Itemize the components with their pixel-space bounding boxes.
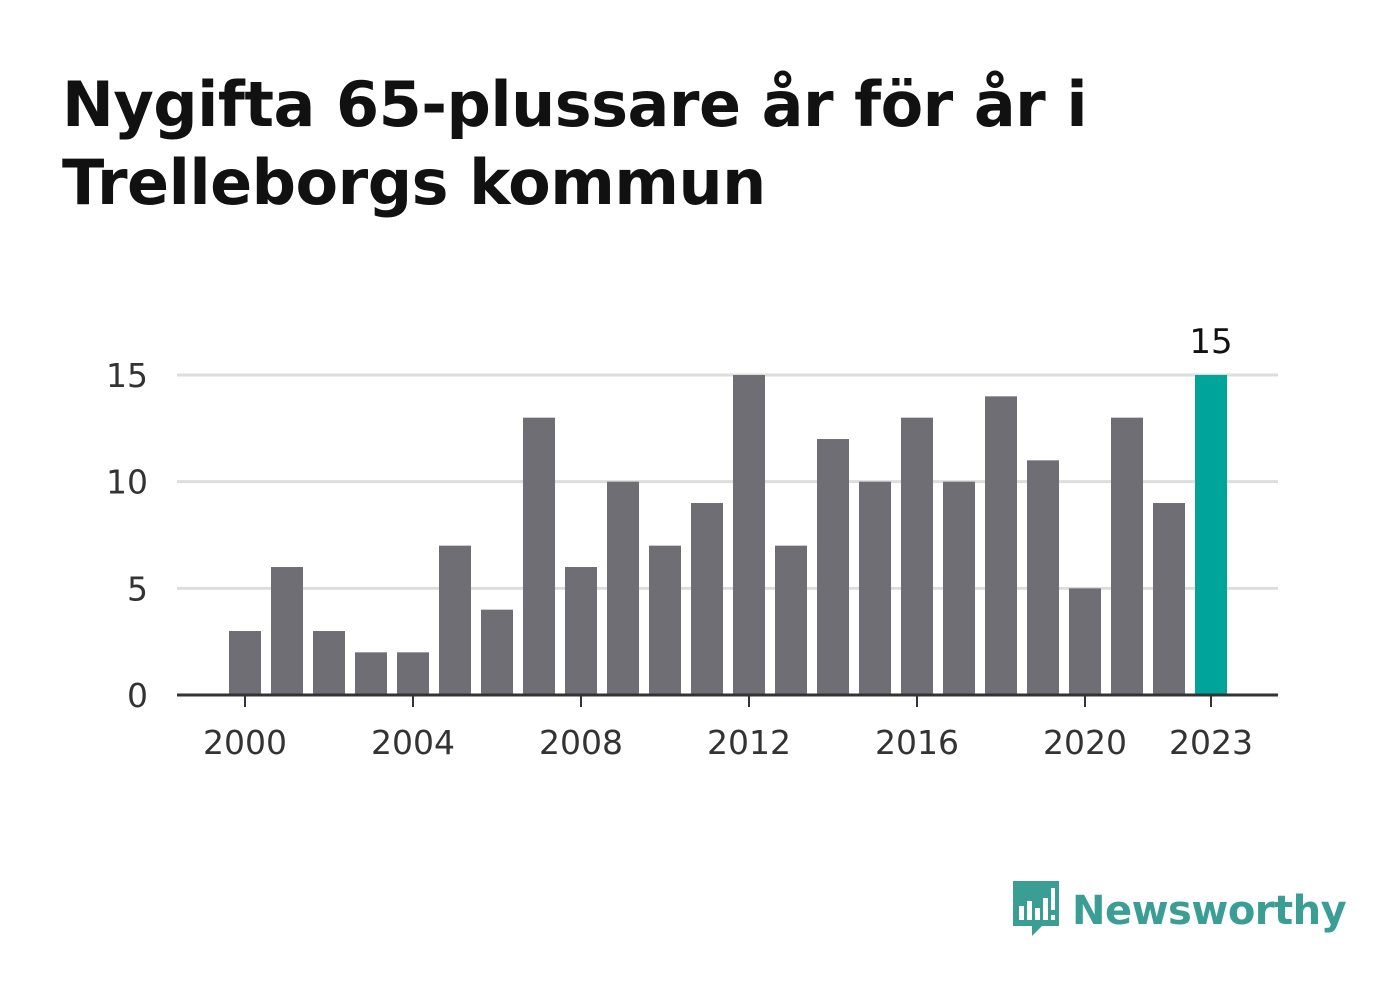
bar-2015 <box>859 481 891 695</box>
bar-2014 <box>817 439 849 695</box>
bar-2001 <box>271 567 303 695</box>
bar-2020 <box>1069 588 1101 695</box>
bar-2023 <box>1195 375 1227 695</box>
x-tick-label-2004: 2004 <box>371 723 455 762</box>
x-tick-label-2012: 2012 <box>707 723 791 762</box>
bars <box>229 375 1227 695</box>
data-label-2023: 15 <box>1189 322 1232 362</box>
x-tick-label-2008: 2008 <box>539 723 623 762</box>
bar-2017 <box>943 481 975 695</box>
y-tick-label-5: 5 <box>127 569 148 608</box>
bar-2010 <box>649 545 681 695</box>
bar-2000 <box>229 631 261 695</box>
bar-2019 <box>1027 460 1059 695</box>
newsworthy-logo-icon <box>1010 878 1062 944</box>
bar-2009 <box>607 481 639 695</box>
bar-2012 <box>733 375 765 695</box>
bar-2018 <box>985 396 1017 695</box>
bar-2006 <box>481 609 513 695</box>
labels: 0 5 10 15 15 2000 2004 2008 2012 2016 2020 2023 <box>106 322 1253 762</box>
bar-2021 <box>1111 417 1143 695</box>
bar-2013 <box>775 545 807 695</box>
chart-title: Nygifta 65-plussare år för år i Trellebo… <box>62 68 1088 219</box>
bar-2022 <box>1153 503 1185 695</box>
bar-2008 <box>565 567 597 695</box>
axes <box>177 693 1278 707</box>
bar-2011 <box>691 503 723 695</box>
x-tick-label-2020: 2020 <box>1043 723 1127 762</box>
newsworthy-logo-text: Newsworthy <box>1072 888 1347 934</box>
x-tick-label-2016: 2016 <box>875 723 959 762</box>
y-tick-label-10: 10 <box>106 463 148 502</box>
y-tick-label-15: 15 <box>106 356 148 395</box>
bar-2003 <box>355 652 387 695</box>
bar-2005 <box>439 545 471 695</box>
x-tick-label-2000: 2000 <box>203 723 287 762</box>
newsworthy-logo: Newsworthy <box>1010 878 1347 944</box>
bar-2004 <box>397 652 429 695</box>
bar-2002 <box>313 631 345 695</box>
bar-2016 <box>901 417 933 695</box>
bar-2007 <box>523 417 555 695</box>
y-tick-label-0: 0 <box>127 676 148 715</box>
x-tick-label-2023: 2023 <box>1169 723 1253 762</box>
